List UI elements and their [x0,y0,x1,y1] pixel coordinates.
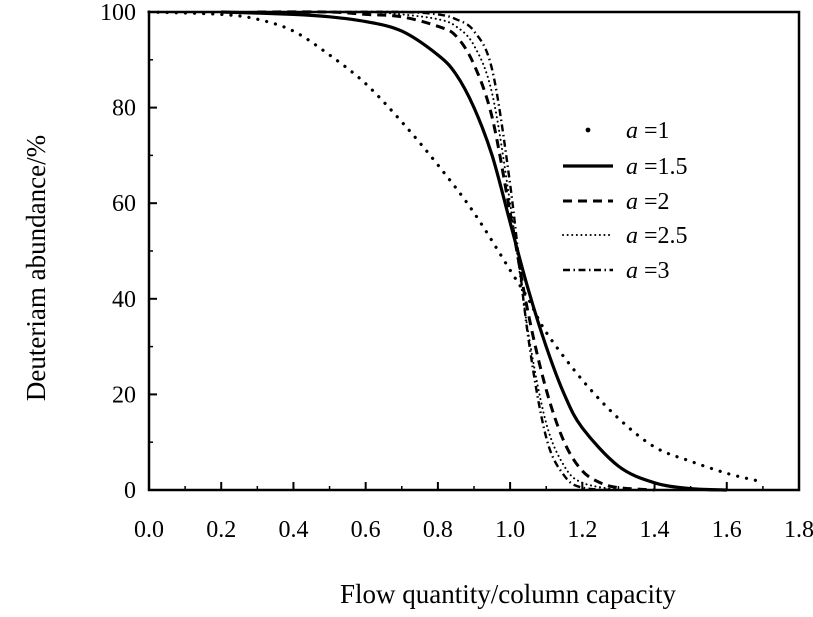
x-tick-label: 1.4 [640,517,670,543]
series-line-1 [147,10,758,482]
legend-label: a =2 [626,189,670,215]
y-tick-label: 40 [112,287,136,313]
y-axis-title: Deuteriam abundance/% [21,135,51,401]
legend-label: a =2.5 [626,223,688,249]
legend-label: a =1 [626,118,670,144]
x-axis-title: Flow quantity/column capacity [340,579,676,609]
curves [147,10,758,492]
series-line-5 [329,10,619,492]
x-tick-label: 0.0 [134,517,164,543]
x-tick-label: 1.2 [567,517,597,543]
legend-label: a =3 [626,258,670,284]
legend-marker [585,127,591,133]
x-tick-label: 1.8 [784,517,813,543]
y-tick-label: 0 [124,478,136,504]
y-axis: 0 20 40 60 80 100 [100,0,157,504]
y-tick-label: 60 [112,191,136,217]
x-tick-label: 1.0 [495,517,525,543]
x-tick-label: 1.6 [712,517,742,543]
series-line-2 [221,10,727,492]
x-tick-label: 0.6 [351,517,381,543]
legend-label: a =1.5 [626,154,688,180]
x-tick-label: 0.2 [206,517,236,543]
x-tick-label: 0.8 [423,517,453,543]
x-tick-label: 0.4 [278,517,308,543]
x-axis: 0.0 0.2 0.4 0.6 0.8 1.0 1.2 1.4 1.6 1.8 [134,482,813,543]
series-line-4 [292,10,620,491]
legend: a =1 a =1.5 a =2 a =2.5 a =3 [562,118,688,284]
y-tick-label: 100 [100,0,136,26]
y-tick-label: 80 [112,96,136,122]
y-tick-label: 20 [112,382,136,408]
series-line-3 [257,10,655,492]
plot-frame [147,10,801,492]
